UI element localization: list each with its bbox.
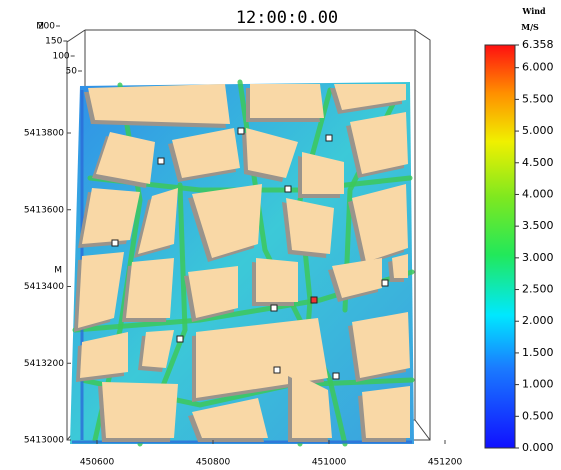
building: [256, 258, 298, 302]
colorbar-tick-label: 0.500: [522, 409, 554, 422]
z-tick-label: 50: [66, 67, 78, 77]
colorbar-tick-label: 2.500: [522, 283, 554, 296]
title: 12:00:0.00: [236, 8, 338, 28]
y-tick-label: 5413000: [24, 436, 64, 446]
colorbar-unit: M/S: [521, 22, 539, 32]
building: [102, 382, 178, 438]
building: [88, 84, 230, 124]
colorbar-tick-label: 0.000: [522, 441, 554, 454]
colorbar: [485, 45, 515, 448]
colorbar-tick-label: 5.500: [522, 92, 554, 105]
z-tick-label: 100: [52, 52, 69, 62]
building: [392, 254, 408, 278]
x-tick-label: 451000: [312, 458, 347, 468]
y-tick-label: 5413600: [24, 205, 64, 215]
y-tick-label: 5413400: [24, 282, 64, 292]
colorbar-tick-label: 1.000: [522, 378, 554, 391]
colorbar-tick-label: 5.000: [522, 124, 554, 137]
x-tick-label: 450600: [80, 458, 115, 468]
wind-field-map: [70, 82, 414, 444]
colorbar-tick-label: 2.000: [522, 314, 554, 327]
colorbar-tick-label: 1.500: [522, 346, 554, 359]
x-tick-label: 450800: [196, 458, 231, 468]
colorbar-tick-label: 4.000: [522, 187, 554, 200]
colorbar-tick-label: 6.000: [522, 61, 554, 74]
y-tick-label: 5413800: [24, 129, 64, 139]
building: [126, 258, 174, 318]
colorbar-title: Wind: [521, 6, 546, 16]
colorbar-tick-label: 4.500: [522, 156, 554, 169]
y-tick-label: 5413200: [24, 359, 64, 369]
colorbar-tick-label: 6.358: [522, 38, 554, 51]
y-axis-label: M: [54, 266, 62, 276]
z-tick-label: 150: [45, 37, 62, 47]
building: [362, 386, 410, 438]
colorbar-tick-label: 3.000: [522, 251, 554, 264]
wind-visualization: 12:00:0.00: [0, 0, 561, 470]
building: [352, 312, 410, 378]
x-tick-label: 451200: [428, 458, 463, 468]
colorbar-tick-label: 3.500: [522, 219, 554, 232]
building: [250, 84, 324, 118]
z-tick-label: 200: [38, 22, 55, 32]
